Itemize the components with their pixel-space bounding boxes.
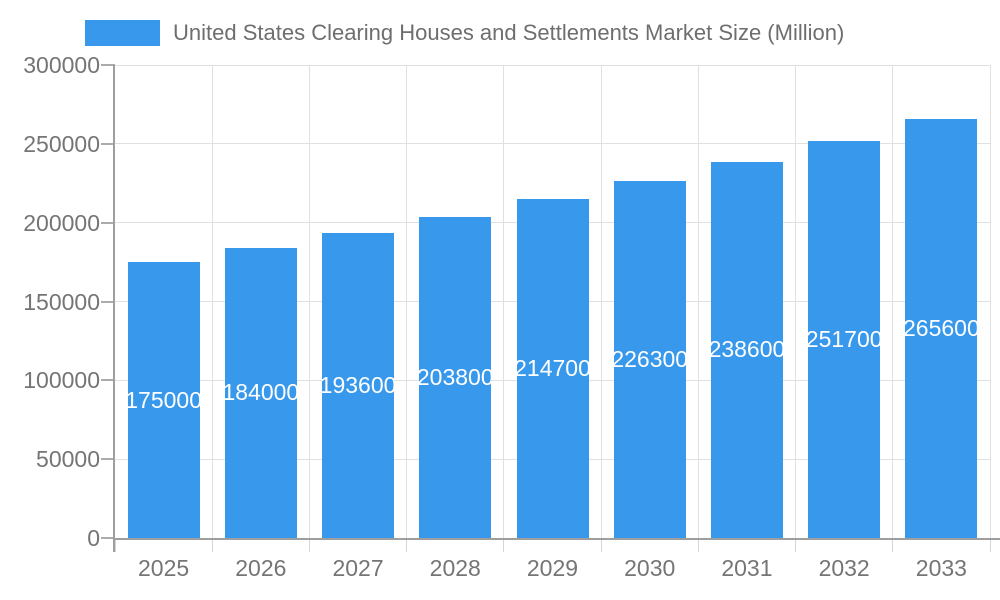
bar: 265600	[905, 119, 978, 538]
y-tick-label: 100000	[23, 367, 100, 394]
x-tick	[211, 538, 213, 552]
legend-label: United States Clearing Houses and Settle…	[173, 20, 845, 45]
x-gridline	[892, 65, 894, 538]
bar-value-label: 238600	[710, 336, 783, 363]
y-tick-label: 50000	[36, 446, 100, 473]
bar: 251700	[808, 141, 881, 538]
x-tick	[114, 538, 116, 552]
x-gridline	[795, 65, 797, 538]
bar-value-label: 193600	[322, 371, 395, 398]
x-tick-label: 2028	[429, 555, 481, 581]
x-axis-line	[113, 538, 1000, 540]
x-tick	[795, 538, 797, 552]
bar-value-label: 203800	[419, 363, 492, 390]
y-tick	[101, 221, 115, 224]
y-gridline	[115, 64, 990, 66]
bar: 184000	[224, 247, 297, 538]
y-tick-label: 250000	[23, 130, 100, 157]
y-tick	[101, 379, 115, 382]
bar: 193600	[322, 232, 395, 538]
x-tick-label: 2026	[235, 555, 287, 581]
y-tick-label: 150000	[23, 288, 100, 315]
y-tick-label: 200000	[23, 209, 100, 236]
x-tick-label: 2033	[915, 555, 967, 581]
y-tick	[101, 142, 115, 145]
legend-item[interactable]: United States Clearing Houses and Settle…	[85, 20, 844, 46]
y-axis-line	[113, 65, 115, 552]
legend-swatch	[85, 20, 160, 46]
bar: 238600	[710, 161, 783, 538]
x-tick	[697, 538, 699, 552]
bar: 226300	[613, 181, 686, 538]
x-tick	[989, 538, 991, 552]
bar: 203800	[419, 216, 492, 538]
x-gridline	[697, 65, 699, 538]
x-tick	[503, 538, 505, 552]
x-tick	[406, 538, 408, 552]
y-tick	[101, 458, 115, 461]
x-tick-label: 2031	[721, 555, 773, 581]
x-tick-label: 2029	[526, 555, 579, 581]
x-tick	[600, 538, 602, 552]
bar-value-label: 214700	[516, 355, 589, 382]
x-gridline	[406, 65, 408, 538]
x-tick-label: 2032	[818, 555, 870, 581]
x-gridline	[600, 65, 602, 538]
x-gridline	[503, 65, 505, 538]
y-gridline	[115, 143, 990, 145]
y-tick	[101, 64, 115, 66]
x-gridline	[308, 65, 310, 538]
bar-value-label: 251700	[808, 326, 881, 353]
y-tick	[101, 300, 115, 303]
y-tick-label: 0	[87, 525, 100, 551]
bar-value-label: 184000	[224, 379, 297, 406]
x-tick	[308, 538, 310, 552]
bar-value-label: 226300	[613, 346, 686, 373]
x-gridline	[989, 65, 991, 538]
bar-value-label: 265600	[905, 315, 978, 342]
x-tick-label: 2030	[624, 555, 676, 581]
y-tick-label: 300000	[23, 52, 100, 78]
bar: 214700	[516, 199, 589, 538]
x-tick-label: 2027	[332, 555, 384, 581]
bar-value-label: 175000	[127, 386, 200, 413]
x-gridline	[211, 65, 213, 538]
x-tick-label: 2025	[138, 555, 190, 581]
bar: 175000	[127, 262, 200, 538]
y-tick	[101, 537, 115, 539]
x-tick	[892, 538, 894, 552]
